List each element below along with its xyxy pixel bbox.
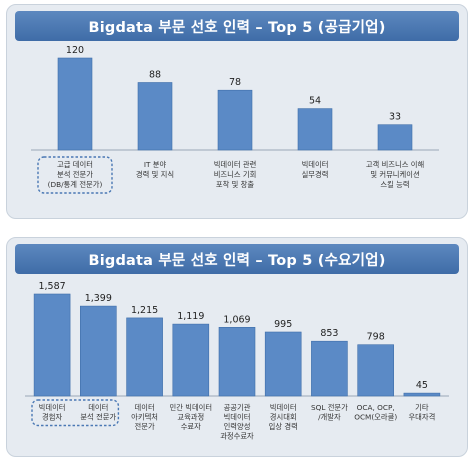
category-label-line: 및 커뮤니케이션 [370, 170, 419, 179]
category-label-line: 경시대회 [270, 413, 297, 422]
category-label-line: 고급 데이터 [57, 160, 93, 169]
bar-1 [137, 82, 173, 151]
category-label-line: 아키텍처 [131, 413, 158, 422]
bar-3 [172, 323, 210, 397]
value-label-4: 1,069 [223, 314, 250, 325]
category-label-line: 빅데이터 [302, 160, 329, 169]
value-label-0: 120 [66, 45, 84, 56]
value-label-5: 995 [274, 319, 292, 330]
value-label-6: 853 [320, 328, 338, 339]
category-label-line: (DB/통계 전문가) [48, 180, 103, 189]
supply-chart-title: Bigdata 부문 선호 인력 – Top 5 (공급기업) [15, 11, 459, 41]
category-label-4: 고객 비즈니스 이해 및 커뮤니케이션 스킬 능력 [366, 160, 424, 189]
bar-7 [357, 344, 395, 397]
highlight-box [37, 156, 113, 194]
category-label-6: SQL 전문가/개발자 [311, 403, 348, 422]
bar-2 [217, 89, 253, 151]
category-label-4: 공공기관 빅데이터 인력양성 과정수료자 [220, 403, 254, 441]
category-label-line: 고객 비즈니스 이해 [366, 160, 424, 169]
category-label-0: 고급 데이터 분석 전문가 (DB/통계 전문가) [48, 160, 103, 189]
bar-0 [33, 293, 71, 397]
category-label-line: 스킬 능력 [380, 180, 409, 189]
category-label-line: 분석 전문가 [57, 170, 93, 179]
category-label-line: OCM(오라클) [354, 413, 397, 422]
bar-2 [126, 317, 163, 397]
category-label-line: 민간 빅데이터 [169, 403, 212, 412]
bar-8 [403, 392, 441, 397]
category-label-8: 기타 우대자격 [408, 403, 435, 422]
category-label-2: 빅데이터 관련 비즈니스 기회 포착 및 창출 [214, 160, 257, 189]
category-label-line: 경력 및 지식 [136, 170, 174, 179]
demand-chart-panel: Bigdata 부문 선호 인력 – Top 5 (수요기업) 1,587 빅데이… [6, 237, 468, 457]
category-label-1: 데이터 분석 전문가 [80, 403, 116, 422]
category-label-line: 인력양성 [224, 422, 251, 431]
highlight-box [31, 399, 120, 427]
value-label-1: 88 [149, 70, 161, 81]
category-label-2: 데이터 아키텍처 전문가 [131, 403, 158, 431]
category-label-line: 빅데이터 [224, 413, 251, 422]
category-label-line: /개발자 [318, 413, 341, 422]
category-label-3: 빅데이터 실무경력 [302, 160, 329, 179]
value-label-4: 33 [389, 112, 401, 123]
category-label-line: 과정수료자 [220, 432, 254, 441]
value-label-0: 1,587 [38, 281, 65, 292]
category-label-7: OCA, OCP, OCM(오라클) [354, 403, 397, 422]
category-label-5: 빅데이터 경시대회 입상 경력 [269, 403, 298, 431]
bar-3 [297, 108, 333, 151]
bar-4 [377, 124, 413, 151]
category-label-line: 빅데이터 [270, 403, 297, 412]
category-label-line: 실무경력 [302, 170, 329, 179]
bar-0 [57, 57, 93, 151]
value-label-2: 78 [229, 77, 241, 88]
value-label-2: 1,215 [131, 305, 158, 316]
category-label-3: 민간 빅데이터 교육과정 수료자 [169, 403, 212, 431]
category-label-line: 전문가 [135, 422, 155, 431]
demand-chart-title: Bigdata 부문 선호 인력 – Top 5 (수요기업) [15, 244, 459, 274]
category-label-line: 빅데이터 관련 [214, 160, 257, 169]
value-label-3: 54 [309, 96, 321, 107]
category-label-line: OCA, OCP, [357, 403, 395, 412]
category-label-line: 교육과정 [177, 413, 204, 422]
value-label-1: 1,399 [85, 293, 112, 304]
bar-6 [311, 340, 348, 397]
category-label-line: 분석 전문가 [80, 413, 116, 422]
category-label-line: 수료자 [181, 422, 201, 431]
category-label-line: 경험자 [42, 413, 62, 422]
value-label-7: 798 [367, 332, 385, 343]
category-label-line: 비즈니스 기회 [214, 170, 257, 179]
category-label-line: SQL 전문가 [311, 403, 348, 412]
supply-bar-chart: 120 고급 데이터 분석 전문가 (DB/통계 전문가) 88 IT 분야 경력 및 지식… [31, 45, 439, 194]
bar-5 [264, 331, 302, 397]
category-label-line: IT 분야 [144, 160, 167, 169]
category-label-0: 빅데이터 경험자 [39, 403, 66, 422]
category-label-line: 데이터 [135, 403, 155, 412]
category-label-line: 데이터 [88, 403, 108, 412]
category-label-line: 공공기관 [224, 403, 251, 412]
category-label-line: 빅데이터 [39, 403, 66, 412]
value-label-3: 1,119 [177, 311, 204, 322]
category-label-line: 우대자격 [408, 413, 435, 422]
category-label-1: IT 분야 경력 및 지식 [136, 160, 174, 179]
category-label-line: 입상 경력 [269, 422, 298, 431]
supply-chart-panel: Bigdata 부문 선호 인력 – Top 5 (공급기업) 120 고급 데이… [6, 4, 468, 219]
category-label-line: 포착 및 창출 [216, 180, 254, 189]
bar-1 [80, 305, 117, 397]
category-label-line: 기타 [415, 403, 429, 412]
value-label-8: 45 [416, 380, 428, 391]
bar-4 [218, 327, 256, 397]
